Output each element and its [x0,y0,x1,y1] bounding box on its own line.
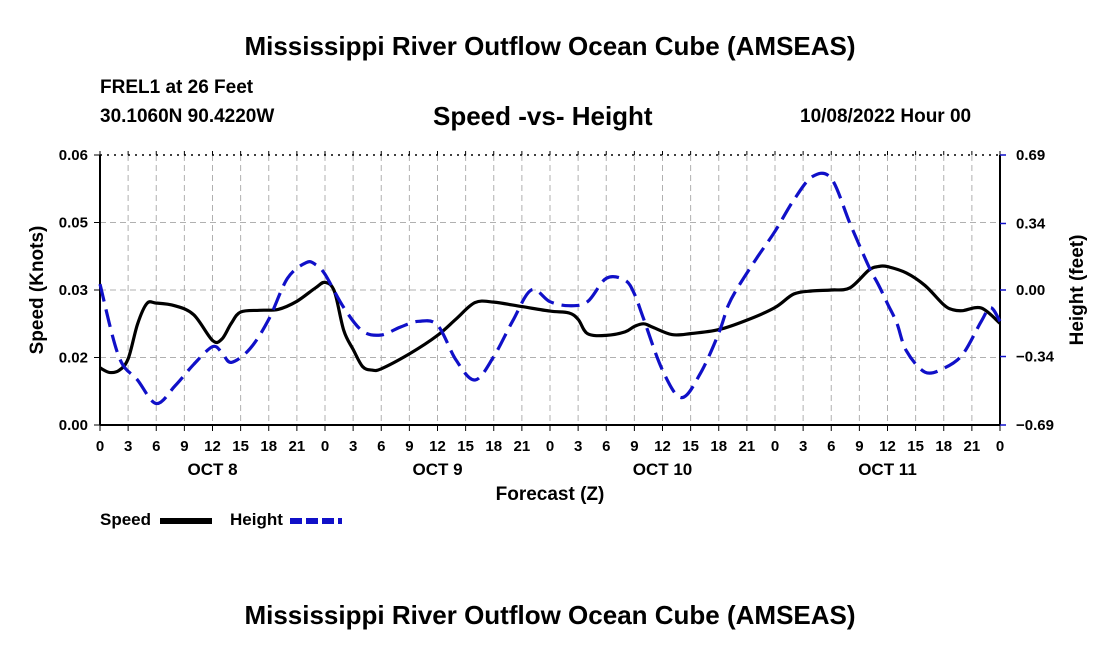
x-tick-label: 0 [321,438,329,455]
x-tick-label: 21 [739,438,756,455]
y-left-tick-label: 0.00 [59,417,88,434]
y-left-tick-label: 0.03 [59,282,88,299]
x-tick-label: 21 [964,438,981,455]
y-left-tick-label: 0.02 [59,350,88,367]
day-label: OCT 9 [412,460,462,479]
x-tick-label: 0 [96,438,104,455]
x-tick-label: 9 [855,438,863,455]
series-layer [98,171,1002,406]
x-tick-label: 21 [289,438,306,455]
x-tick-label: 15 [457,438,474,455]
axis-ticks: 0 3 6 9 12 15 18 21 0 3 6 9 12 15 18 21 0 3 6 9 12 15 18 21 0 3 6 9… [59,147,1055,479]
x-tick-label: 21 [514,438,531,455]
x-tick-label: 0 [771,438,779,455]
x-tick-label: 6 [602,438,610,455]
page-title: Mississippi River Outflow Ocean Cube (AM… [244,31,856,61]
day-label: OCT 8 [187,460,237,479]
x-tick-label: 6 [377,438,385,455]
x-tick-label: 3 [799,438,807,455]
x-tick-label: 18 [935,438,952,455]
x-tick-label: 18 [260,438,277,455]
station-coords: 30.1060N 90.4220W [100,106,275,127]
y-right-tick-label: 0.34 [1016,215,1046,232]
x-tick-label: 18 [710,438,727,455]
x-tick-label: 6 [152,438,160,455]
grid-lines [100,155,1000,425]
x-tick-label: 9 [405,438,413,455]
x-tick-label: 18 [485,438,502,455]
legend-speed-label: Speed [100,510,152,529]
legend-height-label: Height [230,510,283,529]
x-tick-label: 0 [996,438,1004,455]
x-tick-label: 9 [180,438,188,455]
y-right-tick-label: −0.69 [1016,417,1054,434]
x-tick-label: 12 [429,438,446,455]
x-axis-label: Forecast (Z) [496,484,605,505]
y-axis-right-label: Height (feet) [1067,235,1088,346]
x-tick-label: 3 [124,438,132,455]
x-tick-label: 12 [879,438,896,455]
x-tick-label: 3 [574,438,582,455]
forecast-date: 10/08/2022 Hour 00 [800,106,972,127]
x-tick-label: 0 [546,438,554,455]
x-tick-label: 9 [630,438,638,455]
station-label: FREL1 at 26 Feet [100,77,254,98]
y-right-tick-label: 0.69 [1016,147,1045,164]
chart-subtitle: Speed -vs- Height [433,101,653,131]
legend-height-swatch [290,518,342,524]
x-tick-label: 12 [654,438,671,455]
x-tick-label: 6 [827,438,835,455]
x-tick-label: 15 [682,438,699,455]
y-left-tick-label: 0.06 [59,147,88,164]
series-line-speed [99,264,1002,375]
x-tick-label: 15 [907,438,924,455]
footer-title: Mississippi River Outflow Ocean Cube (AM… [244,600,856,630]
legend: Speed Height [100,508,360,532]
x-tick-label: 12 [204,438,221,455]
y-left-tick-label: 0.05 [59,215,88,232]
y-axis-left-label: Speed (Knots) [27,226,48,355]
y-right-tick-label: −0.34 [1016,349,1055,366]
legend-speed-swatch [160,518,212,524]
series-line-height [98,171,1002,406]
day-label: OCT 10 [633,460,693,479]
day-label: OCT 11 [858,460,917,479]
y-right-tick-label: 0.00 [1016,282,1045,299]
x-tick-label: 15 [232,438,249,455]
x-tick-label: 3 [349,438,357,455]
